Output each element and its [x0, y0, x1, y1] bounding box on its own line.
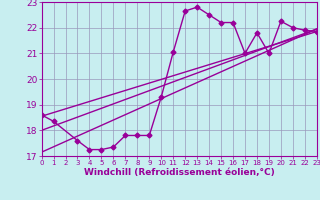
X-axis label: Windchill (Refroidissement éolien,°C): Windchill (Refroidissement éolien,°C)	[84, 168, 275, 177]
